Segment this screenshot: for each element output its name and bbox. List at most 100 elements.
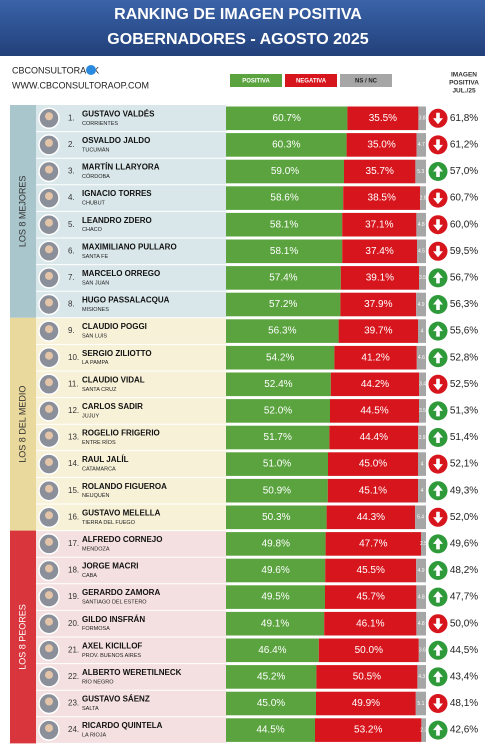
bar-label: 49.1% [261,618,289,629]
name: JORGE MACRI [82,562,138,571]
july-value: 44,5% [450,645,478,656]
bar-label: 5.4 [417,515,424,521]
rank: 5. [68,220,75,229]
photo-face [45,298,53,307]
province: TIERRA DEL FUEGO [82,520,136,526]
bar-segment [226,532,326,556]
july-header: IMAGEN [451,72,477,79]
bar-segment [315,718,422,742]
province: CORRIENTES [82,121,118,127]
bar-segment [226,159,344,184]
bar-segment [226,319,339,343]
trend-arrow-icon [433,458,444,471]
bar-label: 59.0% [271,166,299,177]
bar-segment [226,611,325,636]
bar-label: 4.3 [418,674,425,680]
bar-label: 4.8 [418,222,425,228]
trend-arrow-icon [433,698,444,710]
bar-label: 45.1% [359,485,387,496]
rank: 15. [68,486,79,495]
rank: 9. [68,326,75,335]
name: CARLOS SADIR [82,402,143,411]
bar-label: 45.0% [257,698,285,709]
bar-label: 35.7% [366,166,394,177]
trend-arrow-icon [433,139,444,151]
name: HUGO PASSALACQUA [82,296,170,305]
bar-label: 50.9% [263,485,291,496]
bar-segment [415,505,426,530]
bar-label: 39.7% [364,326,392,337]
bar-segment [418,106,426,131]
rank: 17. [68,539,79,548]
rank: 2. [68,140,75,149]
trend-arrow-icon [433,537,444,550]
bar-label: 5.1 [417,701,424,707]
bar-label: 58.1% [270,246,298,257]
bar-label: 60.7% [273,113,301,124]
july-value: 51,3% [450,406,478,417]
bar-label: 47.7% [359,539,387,550]
rank: 12. [68,406,79,415]
bar-segment [226,638,319,663]
bar-label: 3.6 [419,648,426,654]
bar-segment [417,239,426,264]
bar-label: 4.8 [418,621,425,627]
bar-label: 44.5% [256,725,284,736]
bar-label: 50.3% [262,512,290,523]
bar-segment [226,691,316,716]
bar-segment [226,425,330,450]
trend-arrow-icon [433,219,444,231]
bar-segment [226,133,347,157]
legend-swatch [230,74,282,87]
header-band [0,0,485,56]
rank: 7. [68,273,75,282]
rank: 8. [68,300,75,309]
trend-arrow-icon [433,670,444,683]
bar-segment [226,106,348,131]
province: CÓRDOBA [82,173,110,180]
bar-label: 3.9 [419,435,426,441]
bar-label: 4 [421,328,424,334]
bar-segment [340,266,419,290]
july-value: 50,0% [450,618,478,629]
bar-label: 57.4% [269,273,297,284]
province: CATAMARCA [82,467,116,473]
july-value: 57,0% [450,166,478,177]
rank: 22. [68,672,79,681]
name: RICARDO QUINTELA [82,721,163,730]
july-value: 47,7% [450,592,478,603]
bar-label: 4.6 [418,355,425,361]
trend-arrow-icon [433,271,444,284]
name: MARTÍN LLARYORA [82,163,160,172]
bar-label: 44.2% [361,379,389,390]
bar-label: 58.1% [270,219,298,230]
bar-label: 4.8 [418,594,425,600]
group-strip [10,530,36,744]
bar-segment [420,186,426,210]
trend-arrow-icon [433,431,444,443]
bar-segment [415,159,426,184]
bar-segment [416,133,426,157]
bar-segment [226,372,331,397]
bar-label: 41.2% [361,352,389,363]
july-value: 60,7% [450,193,478,204]
chart-subtitle: GOBERNADORES - AGOSTO 2025 [107,31,368,48]
rank: 18. [68,566,79,575]
bar-segment [344,159,416,184]
bar-label: 35.5% [369,113,397,124]
province: ENTRE RÍOS [82,439,116,446]
name: OSVALDO JALDO [82,136,150,145]
photo-face [45,724,53,733]
photo-face [45,458,53,467]
bar-label: 3.5 [419,275,426,281]
name: AXEL KICILLOF [82,641,142,650]
bar-label: 50.0% [355,645,383,656]
rank: 3. [68,167,75,176]
bar-segment [416,611,426,636]
trend-arrow-icon [433,165,444,177]
rank: 16. [68,512,79,521]
bar-label: 44.5% [360,406,388,417]
trend-arrow-icon [433,378,444,391]
rank: 19. [68,592,79,601]
